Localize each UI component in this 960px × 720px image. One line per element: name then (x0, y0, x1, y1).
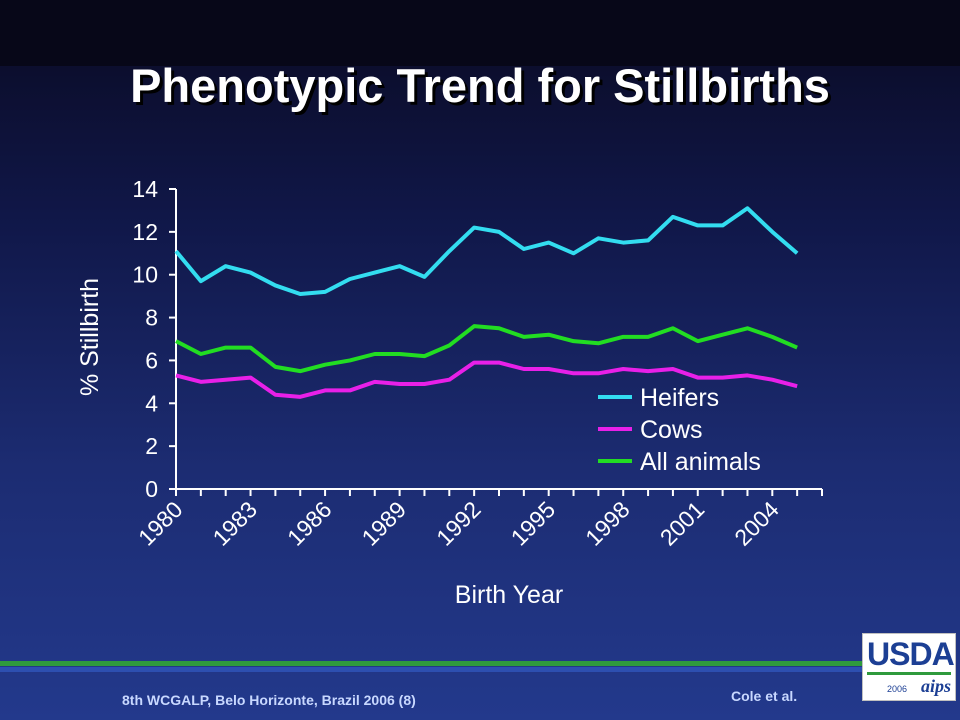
footer-line-blue (0, 667, 862, 672)
x-tick-label: 1983 (208, 496, 263, 551)
x-tick-label: 1992 (431, 496, 486, 551)
x-tick-label: 1995 (506, 496, 561, 551)
x-tick-label: 1989 (357, 496, 412, 551)
usda-logo-word: USDA (867, 636, 955, 672)
y-tick-label: 2 (145, 433, 158, 459)
series-lines (174, 206, 799, 399)
usda-logo: USDA 2006 aips (862, 633, 956, 701)
footer-line-green (0, 661, 862, 666)
series-line-cows (175, 360, 798, 399)
slide-title: Phenotypic Trend for Stillbirths (130, 59, 830, 112)
series-line-heifers (174, 206, 799, 296)
legend-label-cows: Cows (640, 416, 703, 444)
legend: Heifers Cows All animals (598, 384, 761, 476)
x-tick-label: 1998 (580, 496, 635, 551)
y-tick-label: 14 (132, 176, 158, 202)
x-tick-label: 1980 (133, 496, 188, 551)
footer-authors: Cole et al. (731, 688, 798, 704)
y-tick-label: 12 (132, 219, 158, 245)
y-tick-label: 0 (145, 476, 158, 502)
x-tick-label: 2001 (655, 496, 710, 551)
y-tick-label: 10 (132, 262, 158, 288)
x-axis-title: Birth Year (455, 581, 563, 609)
y-tick-label: 6 (145, 347, 158, 373)
x-tick-label: 1986 (282, 496, 337, 551)
y-tick-label: 8 (145, 305, 158, 331)
footer-conference: 8th WCGALP, Belo Horizonte, Brazil 2006 … (122, 692, 416, 708)
y-axis-title: % Stillbirth (76, 278, 104, 396)
legend-label-all-animals: All animals (640, 448, 761, 476)
legend-label-heifers: Heifers (640, 384, 719, 412)
x-tick-label: 2004 (729, 496, 784, 551)
top-band (0, 0, 960, 66)
series-line-all-animals (175, 324, 798, 374)
usda-logo-year: 2006 (887, 684, 908, 694)
y-tick-label: 4 (145, 390, 158, 416)
usda-logo-bar (867, 672, 951, 675)
aips-logo-mark: aips (921, 676, 952, 696)
